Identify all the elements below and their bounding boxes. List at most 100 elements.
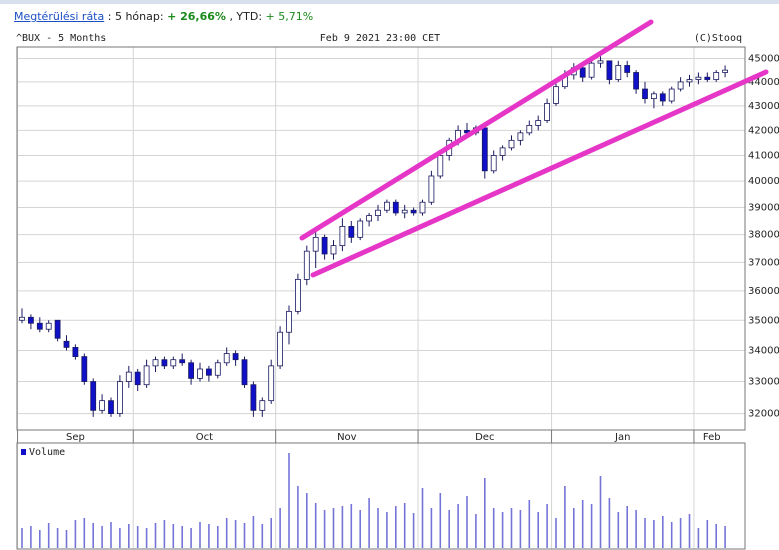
- volume-bar: [199, 522, 201, 548]
- candle-body: [143, 365, 150, 386]
- volume-bar: [306, 493, 308, 548]
- candle-body: [303, 250, 310, 280]
- candle-body: [117, 381, 123, 414]
- candle-body: [36, 322, 43, 330]
- x-tick-label: Jan: [614, 432, 630, 443]
- volume-bar: [154, 523, 157, 548]
- volume-bar: [599, 476, 602, 548]
- y-tick-label: 37000: [748, 257, 779, 268]
- candle-body: [179, 359, 186, 364]
- return-link[interactable]: Megtérülési ráta: [14, 10, 105, 23]
- y-tick-label: 36000: [748, 286, 779, 297]
- stats-line: Megtérülési ráta : 5 hónap: + 26,66% , Y…: [14, 10, 313, 23]
- candle-body: [366, 215, 373, 222]
- y-tick-label: 38000: [748, 230, 779, 241]
- volume-bar: [430, 508, 433, 548]
- candle-body: [312, 236, 319, 252]
- volume-bar: [47, 523, 50, 548]
- candle-body: [375, 209, 381, 216]
- candle-body: [642, 88, 648, 100]
- volume-bar: [457, 504, 459, 548]
- candle-body: [686, 79, 693, 83]
- candle-body: [108, 400, 114, 414]
- y-tick-label: 43000: [748, 101, 779, 112]
- y-tick-label: 44000: [748, 77, 779, 88]
- candle-body: [19, 316, 25, 321]
- candle-body: [330, 245, 337, 255]
- volume-bar: [172, 524, 175, 548]
- chart-subtitle: Feb 9 2021 23:00 CET: [320, 33, 440, 44]
- volume-bar: [670, 522, 673, 548]
- volume-bar: [644, 518, 646, 548]
- volume-bar: [697, 528, 700, 548]
- volume-bar: [377, 508, 379, 548]
- trend-line-lower: [310, 69, 769, 278]
- candle-body: [535, 120, 542, 126]
- volume-bar: [314, 503, 317, 548]
- y-tick-label: 33000: [748, 377, 779, 388]
- volume-bar: [564, 486, 566, 548]
- candle-body: [81, 356, 88, 382]
- volume-bar: [608, 498, 611, 548]
- candle-body: [410, 209, 417, 214]
- volume-bar: [492, 508, 495, 548]
- volume-bar: [297, 486, 299, 548]
- volume-bar: [653, 520, 655, 548]
- candle-body: [348, 226, 355, 238]
- volume-bar: [510, 508, 513, 548]
- volume-bar: [74, 520, 77, 548]
- volume-bar: [519, 510, 522, 548]
- candle-body: [45, 322, 52, 330]
- volume-bar: [395, 506, 397, 548]
- volume-bar: [368, 498, 370, 548]
- y-tick-label: 32000: [748, 409, 779, 420]
- ytd-label: , YTD:: [229, 10, 263, 23]
- volume-bar: [528, 500, 531, 548]
- candle-body: [90, 381, 97, 411]
- volume-bar: [475, 514, 477, 548]
- volume-bar: [537, 512, 539, 548]
- source: (C)Stooq: [694, 33, 742, 44]
- plot-frame: [16, 46, 746, 431]
- volume-bar: [403, 503, 406, 548]
- volume-bar: [448, 510, 450, 548]
- volume-bar: [555, 518, 557, 548]
- candle-body: [250, 384, 257, 411]
- x-tick-label: Dec: [475, 432, 494, 443]
- volume-bar: [501, 512, 504, 548]
- candle-body: [481, 127, 488, 172]
- y-tick-label: 41000: [748, 150, 779, 161]
- candle-body: [188, 362, 195, 379]
- candle-body: [677, 81, 684, 90]
- volume-bar: [119, 528, 121, 548]
- volume-bars: [21, 453, 726, 548]
- volume-bar: [234, 520, 237, 548]
- top-strip: [0, 0, 779, 4]
- candle-body: [713, 72, 720, 80]
- candle-body: [704, 76, 711, 80]
- volume-bar: [136, 526, 139, 548]
- candle-body: [170, 359, 177, 367]
- candle-body: [419, 201, 426, 214]
- candle-body: [321, 236, 328, 255]
- candle-body: [392, 201, 399, 214]
- candle-body: [277, 331, 284, 367]
- volume-bar: [323, 510, 326, 548]
- candle-body: [517, 132, 524, 141]
- x-tick-label: Oct: [196, 432, 213, 443]
- candle-body: [579, 67, 586, 78]
- candle-body: [633, 72, 639, 90]
- volume-bar: [421, 488, 424, 548]
- candle-body: [588, 62, 595, 78]
- volume-bar: [110, 522, 112, 548]
- volume-bar: [546, 504, 548, 548]
- volume-bar: [679, 518, 682, 548]
- candle-body: [651, 93, 657, 100]
- y-tick-label: 35000: [748, 315, 779, 326]
- candle-body: [205, 368, 212, 376]
- volume-bar: [573, 508, 575, 548]
- candle-body: [695, 76, 702, 80]
- volume-bar: [466, 496, 468, 548]
- candle-body: [241, 359, 248, 386]
- volume-bar: [217, 526, 219, 548]
